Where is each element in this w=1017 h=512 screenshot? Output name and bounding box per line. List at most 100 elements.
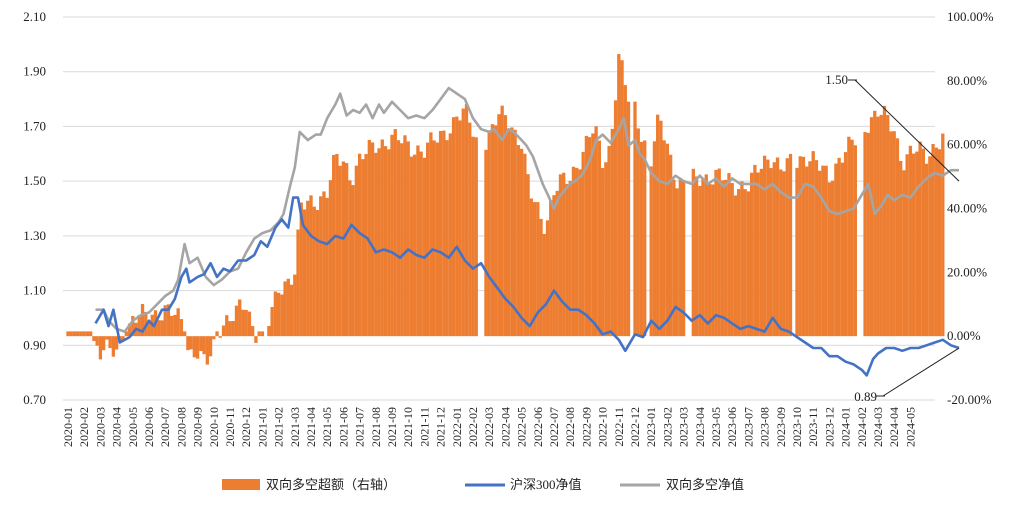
bar	[377, 148, 381, 337]
bar	[79, 331, 83, 337]
x-tick-label: 2023-12	[822, 407, 836, 447]
bar	[545, 220, 550, 337]
bar	[575, 167, 579, 337]
bar	[195, 336, 200, 359]
bar	[597, 140, 602, 337]
bar	[824, 165, 828, 337]
bar	[834, 163, 838, 337]
bar	[111, 336, 116, 357]
x-tick-label: 2020-05	[126, 407, 140, 447]
bar	[892, 131, 896, 337]
bar	[72, 331, 77, 337]
bar	[173, 314, 177, 337]
bar	[247, 311, 252, 337]
bar	[762, 155, 767, 337]
bar	[114, 336, 119, 350]
bar	[756, 172, 760, 337]
x-tick-label: 2023-03	[677, 407, 691, 447]
bar	[918, 141, 922, 337]
bar	[769, 168, 773, 337]
bar	[707, 183, 712, 337]
bar	[293, 274, 297, 337]
bar	[782, 171, 786, 337]
bar	[717, 168, 721, 337]
bar	[438, 131, 443, 337]
bar	[714, 169, 718, 337]
bar	[199, 336, 203, 351]
x-tick-label: 2020-07	[158, 407, 172, 447]
bar	[607, 145, 611, 337]
bar	[879, 114, 883, 337]
bar	[451, 117, 456, 337]
bar	[931, 144, 935, 337]
bar	[403, 135, 407, 337]
bar	[348, 180, 352, 337]
bar	[312, 206, 316, 337]
bar	[876, 116, 880, 337]
bar	[494, 125, 498, 337]
bar	[649, 166, 653, 337]
bar	[594, 126, 598, 337]
bar	[225, 315, 229, 337]
bar	[315, 209, 320, 337]
bar	[276, 292, 281, 337]
bar	[400, 143, 404, 337]
right-tick-label: 60.00%	[947, 137, 987, 152]
x-tick-label: 2022-02	[466, 407, 480, 447]
bar	[915, 151, 919, 337]
x-tick-label: 2021-09	[385, 407, 399, 447]
bar	[283, 281, 287, 337]
bar	[338, 165, 342, 337]
x-tick-label: 2020-03	[93, 407, 107, 447]
bar	[610, 128, 614, 337]
bar	[435, 142, 440, 337]
bar	[442, 130, 446, 337]
x-tick-label: 2023-11	[806, 407, 820, 447]
bar	[458, 120, 462, 337]
bar	[332, 154, 336, 337]
bar	[390, 134, 394, 337]
bar	[668, 154, 673, 337]
bar	[387, 149, 391, 337]
bar	[921, 148, 926, 337]
bar	[633, 101, 637, 337]
bar	[406, 141, 410, 337]
bar	[814, 160, 819, 337]
x-tick-label: 2020-04	[110, 407, 124, 447]
x-tick-label: 2023-10	[790, 407, 804, 447]
bar	[510, 127, 514, 337]
bar	[827, 182, 832, 337]
x-tick-label: 2023-08	[758, 407, 772, 447]
bar	[270, 307, 274, 337]
bar	[328, 180, 333, 337]
bar	[805, 166, 809, 337]
bar	[176, 308, 180, 337]
right-tick-label: 0.00%	[947, 328, 981, 343]
bar	[600, 168, 605, 337]
bar	[425, 142, 430, 337]
bar	[95, 336, 99, 346]
bar	[801, 156, 806, 337]
bar	[286, 278, 290, 337]
bar	[727, 173, 731, 337]
bar	[743, 189, 747, 337]
x-tick-label: 2024-05	[903, 407, 917, 447]
bar	[698, 185, 702, 337]
bar	[934, 147, 938, 337]
annotation-label: 0.89	[854, 389, 877, 404]
bar	[578, 169, 582, 337]
bar	[69, 331, 73, 337]
bar	[675, 188, 679, 337]
x-tick-label: 2021-03	[288, 407, 302, 447]
bar	[364, 154, 368, 337]
bar	[335, 153, 339, 337]
line-longshort-series	[95, 86, 959, 333]
bar	[147, 321, 151, 337]
x-tick-label: 2024-02	[855, 407, 869, 447]
bar	[523, 153, 527, 337]
bar	[659, 120, 663, 337]
bar	[643, 140, 647, 337]
bar	[383, 146, 388, 337]
bar	[555, 190, 559, 337]
bar	[571, 166, 576, 337]
